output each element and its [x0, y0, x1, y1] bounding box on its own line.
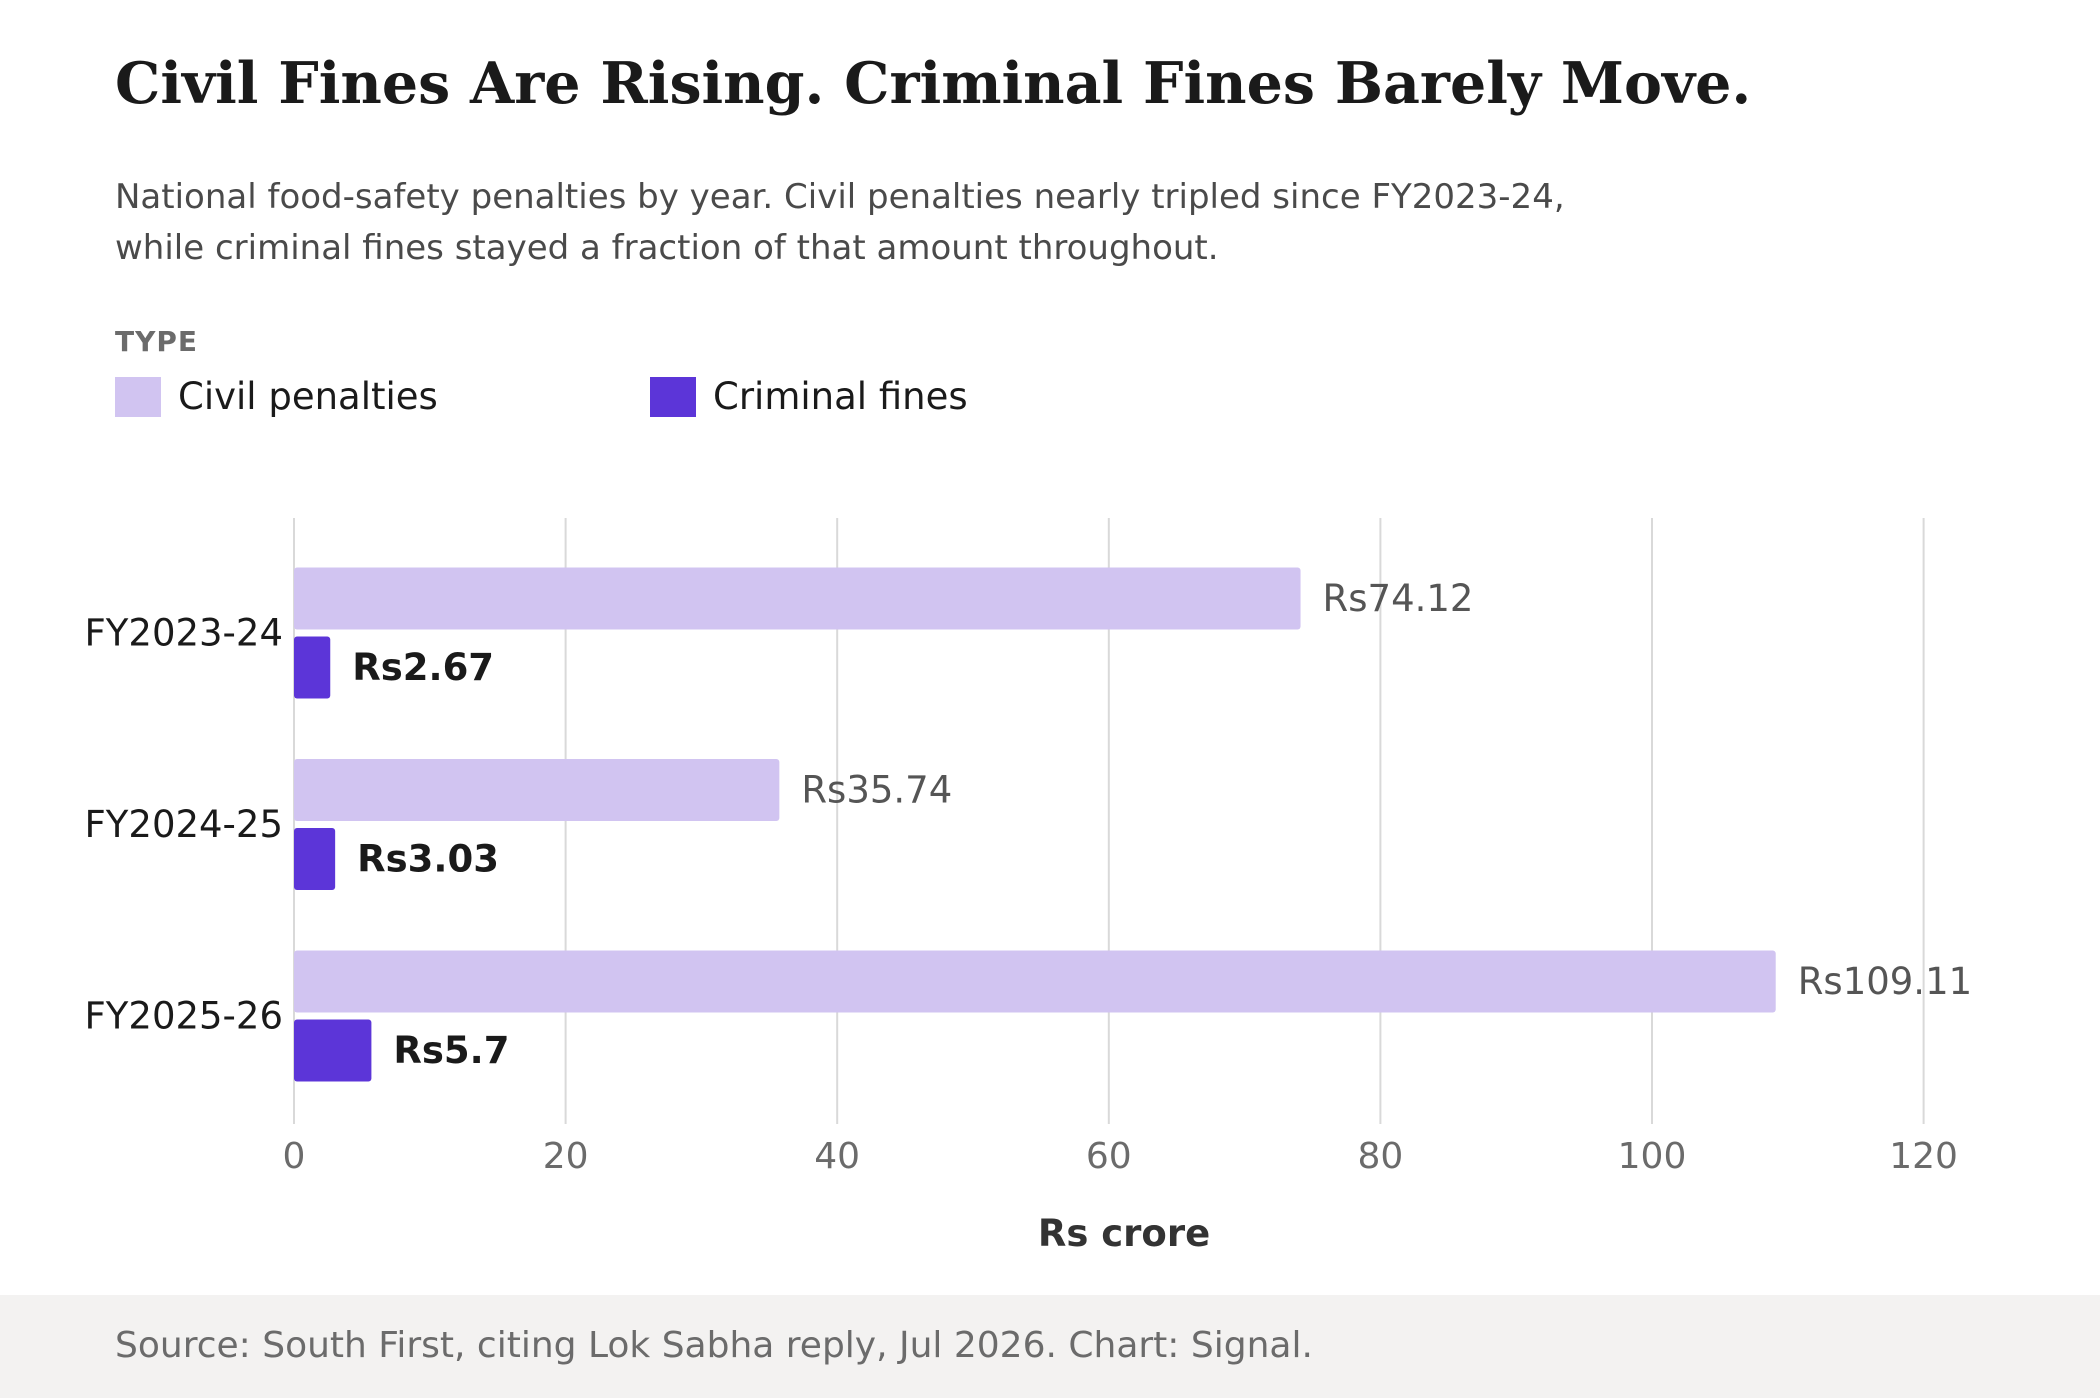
legend-item-civil-penalties: Civil penalties — [115, 374, 438, 420]
x-tick-label-40: 40 — [814, 1136, 860, 1177]
category-label-fy2025-26: FY2025-26 — [85, 995, 283, 1038]
bar-criminal-fines-fy2024-25 — [294, 828, 336, 890]
legend-item-criminal-fines: Criminal fines — [650, 374, 968, 420]
x-tick-label-100: 100 — [1618, 1136, 1687, 1177]
bar-civil-penalties-fy2024-25 — [294, 759, 780, 821]
category-label-fy2024-25: FY2024-25 — [85, 803, 283, 846]
x-tick-label-80: 80 — [1357, 1136, 1403, 1177]
x-tick-label-60: 60 — [1086, 1136, 1132, 1177]
value-label-civil-penalties-fy2025-26: Rs109.11 — [1798, 960, 1972, 1003]
legend-swatch-criminal-fines — [650, 377, 696, 417]
legend-label-criminal-fines: Criminal fines — [713, 375, 968, 418]
chart-subtitle: National food-safety penalties by year. … — [115, 177, 1565, 268]
legend-title: TYPE — [115, 325, 199, 358]
bar-chart: 0 20 40 60 80 100 120 Rs crore FY2023-24 Rs74.12 R… — [85, 518, 1972, 1255]
value-label-criminal-fines-fy2023-24: Rs2.67 — [352, 646, 494, 689]
legend-label-civil-penalties: Civil penalties — [178, 375, 438, 418]
footer: Source: South First, citing Lok Sabha re… — [0, 1295, 2100, 1398]
source-note: Source: South First, citing Lok Sabha re… — [115, 1325, 1313, 1366]
bar-civil-penalties-fy2023-24 — [294, 567, 1301, 630]
value-label-civil-penalties-fy2024-25: Rs35.74 — [801, 769, 952, 812]
value-label-criminal-fines-fy2024-25: Rs3.03 — [357, 838, 499, 881]
x-axis-title: Rs crore — [1038, 1212, 1210, 1255]
chart-title: Civil Fines Are Rising. Criminal Fines B… — [115, 50, 1752, 117]
x-tick-label-120: 120 — [1889, 1136, 1958, 1177]
value-label-civil-penalties-fy2023-24: Rs74.12 — [1323, 577, 1474, 620]
category-label-fy2023-24: FY2023-24 — [85, 612, 283, 655]
legend-swatch-civil-penalties — [115, 377, 161, 417]
bar-criminal-fines-fy2025-26 — [294, 1019, 372, 1082]
value-label-criminal-fines-fy2025-26: Rs5.7 — [393, 1029, 509, 1072]
x-tick-label-20: 20 — [543, 1136, 589, 1177]
bar-civil-penalties-fy2025-26 — [294, 950, 1776, 1013]
bar-criminal-fines-fy2023-24 — [294, 636, 331, 699]
x-tick-label-0: 0 — [283, 1136, 306, 1177]
